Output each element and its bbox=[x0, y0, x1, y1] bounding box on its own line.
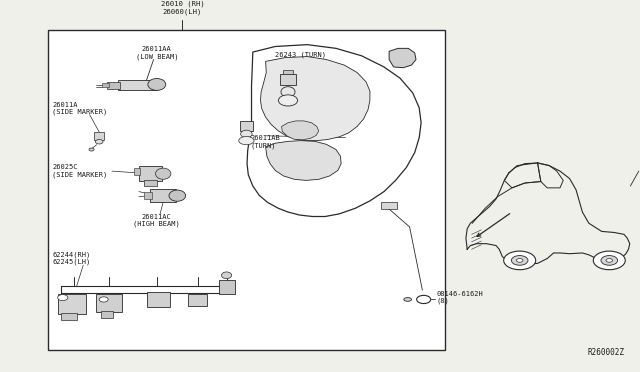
Ellipse shape bbox=[281, 87, 295, 97]
Polygon shape bbox=[282, 121, 319, 140]
Ellipse shape bbox=[148, 78, 166, 90]
Text: 26025C
(SIDE MARKER): 26025C (SIDE MARKER) bbox=[52, 164, 108, 178]
Circle shape bbox=[58, 295, 68, 301]
Text: 26243 (TURN): 26243 (TURN) bbox=[275, 51, 326, 58]
Polygon shape bbox=[389, 48, 416, 68]
Bar bbox=[283, 70, 293, 74]
Circle shape bbox=[417, 295, 431, 304]
Ellipse shape bbox=[95, 140, 103, 144]
Bar bbox=[139, 166, 162, 181]
Bar bbox=[94, 132, 104, 140]
Text: 62244(RH)
62245(LH): 62244(RH) 62245(LH) bbox=[52, 251, 91, 265]
Circle shape bbox=[511, 256, 528, 265]
Polygon shape bbox=[266, 141, 341, 180]
Circle shape bbox=[601, 256, 618, 265]
Bar bbox=[144, 192, 152, 199]
Text: 26011AA
(LOW BEAM): 26011AA (LOW BEAM) bbox=[136, 46, 178, 60]
Bar bbox=[102, 83, 109, 87]
Text: 26011AC
(HIGH BEAM): 26011AC (HIGH BEAM) bbox=[133, 214, 180, 227]
Circle shape bbox=[89, 148, 94, 151]
Text: 26011AB
(TURN): 26011AB (TURN) bbox=[251, 135, 280, 148]
Bar bbox=[101, 311, 113, 318]
Circle shape bbox=[593, 251, 625, 270]
Bar bbox=[150, 189, 176, 202]
Ellipse shape bbox=[404, 298, 412, 301]
Circle shape bbox=[606, 259, 612, 262]
Text: 26010 (RH)
26060(LH): 26010 (RH) 26060(LH) bbox=[161, 1, 204, 15]
Text: 08146-6162H
(8): 08146-6162H (8) bbox=[436, 291, 483, 304]
Bar bbox=[381, 202, 397, 209]
Ellipse shape bbox=[239, 137, 254, 145]
Ellipse shape bbox=[278, 95, 298, 106]
Bar bbox=[240, 121, 253, 131]
Bar bbox=[61, 313, 77, 320]
Bar bbox=[147, 292, 170, 307]
Bar bbox=[219, 280, 235, 294]
Text: B: B bbox=[422, 296, 426, 302]
Polygon shape bbox=[260, 57, 370, 141]
Bar bbox=[144, 180, 157, 186]
Bar bbox=[58, 294, 86, 314]
Ellipse shape bbox=[169, 190, 186, 201]
Text: R260002Z: R260002Z bbox=[587, 348, 624, 357]
Circle shape bbox=[504, 251, 536, 270]
Bar bbox=[96, 294, 122, 312]
Bar bbox=[188, 294, 207, 306]
Ellipse shape bbox=[156, 168, 171, 179]
Circle shape bbox=[516, 259, 523, 262]
Bar bbox=[48, 30, 445, 350]
Bar bbox=[134, 168, 140, 175]
Ellipse shape bbox=[221, 272, 232, 279]
Circle shape bbox=[99, 297, 108, 302]
Ellipse shape bbox=[241, 130, 252, 138]
Bar bbox=[107, 82, 120, 89]
Bar bbox=[280, 74, 296, 85]
Text: 26011A
(SIDE MARKER): 26011A (SIDE MARKER) bbox=[52, 102, 108, 115]
Polygon shape bbox=[247, 45, 421, 217]
Bar bbox=[118, 80, 157, 90]
